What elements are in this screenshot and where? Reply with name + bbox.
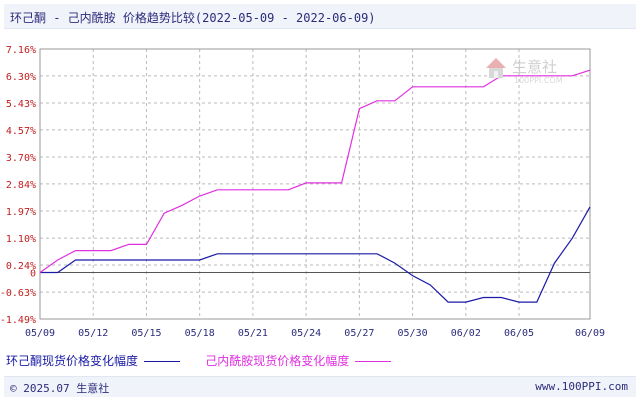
x-tick-label: 06/09 [575,328,605,339]
y-tick-labels: 7.16% 6.30% 5.43% 4.57% 3.70% 2.84% 1.97% 1.10%… [0,45,36,326]
legend-item-series1: 环己酮现货价格变化幅度 [6,352,181,369]
footer-site-link[interactable]: www.100PPI.com [535,380,628,393]
x-tick-label: 05/09 [25,328,55,339]
watermark-url: 100PPI.COM [514,76,563,85]
y-tick-label: 2.84% [6,180,36,191]
plot-frame [39,48,591,320]
x-tick-label: 05/24 [291,328,321,339]
y-tick-label: -1.49% [0,315,36,326]
y-tick-label: 0.24% [6,261,36,272]
y-tick-label: 1.10% [6,234,36,245]
y-tick-label: 3.70% [6,153,36,164]
y-tick-label: 1.97% [6,207,36,218]
legend: 环己酮现货价格变化幅度 己内酰胺现货价格变化幅度 [6,352,409,369]
watermark-logo: 生意社 100PPI.COM [484,54,584,90]
legend-swatch-series2 [355,361,392,362]
x-tick-label: 05/18 [185,328,215,339]
x-tick-label: 06/05 [504,328,534,339]
y-tick-label: 7.16% [6,45,36,56]
axes [39,48,591,320]
grid [40,48,590,320]
legend-label-series1: 环己酮现货价格变化幅度 [6,354,139,368]
x-tick-label: 05/15 [131,328,161,339]
series-line-2 [39,69,591,273]
chart-title: 环己酮 - 己内酰胺 价格趋势比较(2022-05-09 - 2022-06-0… [10,11,376,25]
series-line-1 [40,206,591,303]
footer: © 2025.07 生意社 www.100PPI.com [4,376,636,397]
title-bar: 环己酮 - 己内酰胺 价格趋势比较(2022-05-09 - 2022-06-0… [4,4,636,29]
y-tick-label: -0.63% [0,288,36,299]
y-tick-label: 4.57% [6,126,36,137]
x-tick-label: 05/21 [238,328,268,339]
zero-label: 0 [30,268,36,279]
series-lines [39,69,591,303]
x-tick-label: 05/30 [398,328,428,339]
x-tick-label: 06/02 [451,328,481,339]
footer-copyright: © 2025.07 生意社 [10,382,110,395]
x-tick-label: 05/12 [78,328,108,339]
line-chart: 7.16% 6.30% 5.43% 4.57% 3.70% 2.84% 1.97% 1.10%… [0,45,605,339]
legend-label-series2: 己内酰胺现货价格变化幅度 [205,354,350,368]
x-tick-labels: 05/09 05/12 05/15 05/18 05/21 05/24 05/27 05/30… [25,328,605,339]
legend-swatch-series1 [144,361,181,362]
y-tick-label: 6.30% [6,72,36,83]
watermark-brand: 生意社 [512,58,557,76]
x-tick-label: 05/27 [344,328,374,339]
y-tick-label: 5.43% [6,99,36,110]
legend-item-series2: 己内酰胺现货价格变化幅度 [205,352,392,369]
house-icon [486,58,506,78]
